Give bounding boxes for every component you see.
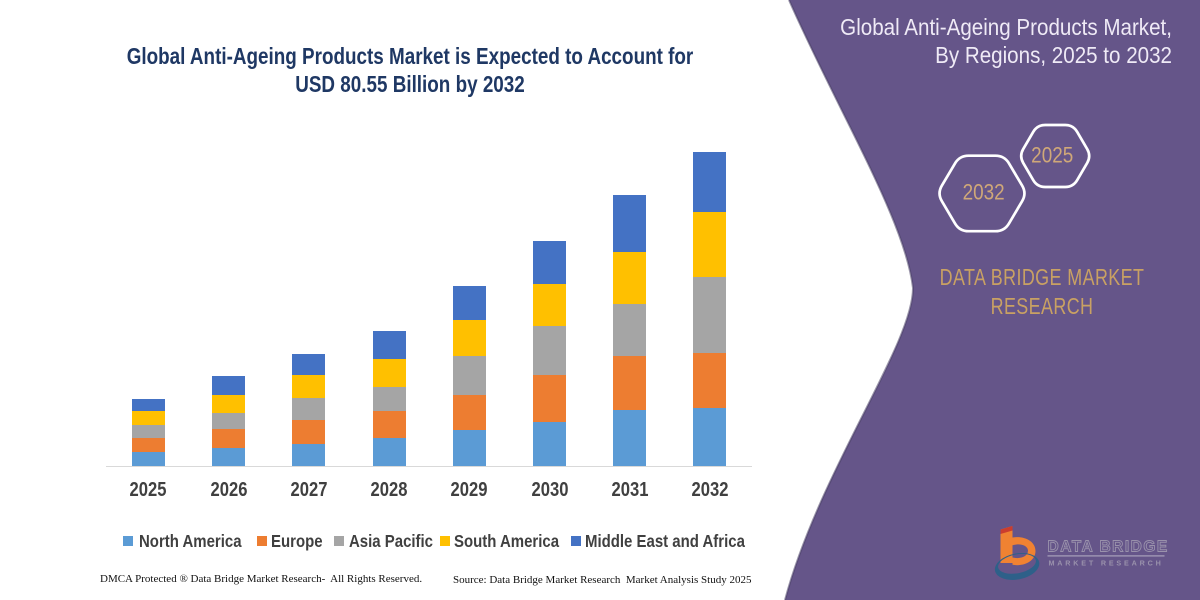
- svg-text:2032: 2032: [963, 180, 1005, 205]
- svg-text:MARKET RESEARCH: MARKET RESEARCH: [1049, 559, 1164, 568]
- svg-text:DATA BRIDGE: DATA BRIDGE: [1048, 539, 1169, 556]
- svg-text:2025: 2025: [1031, 143, 1073, 168]
